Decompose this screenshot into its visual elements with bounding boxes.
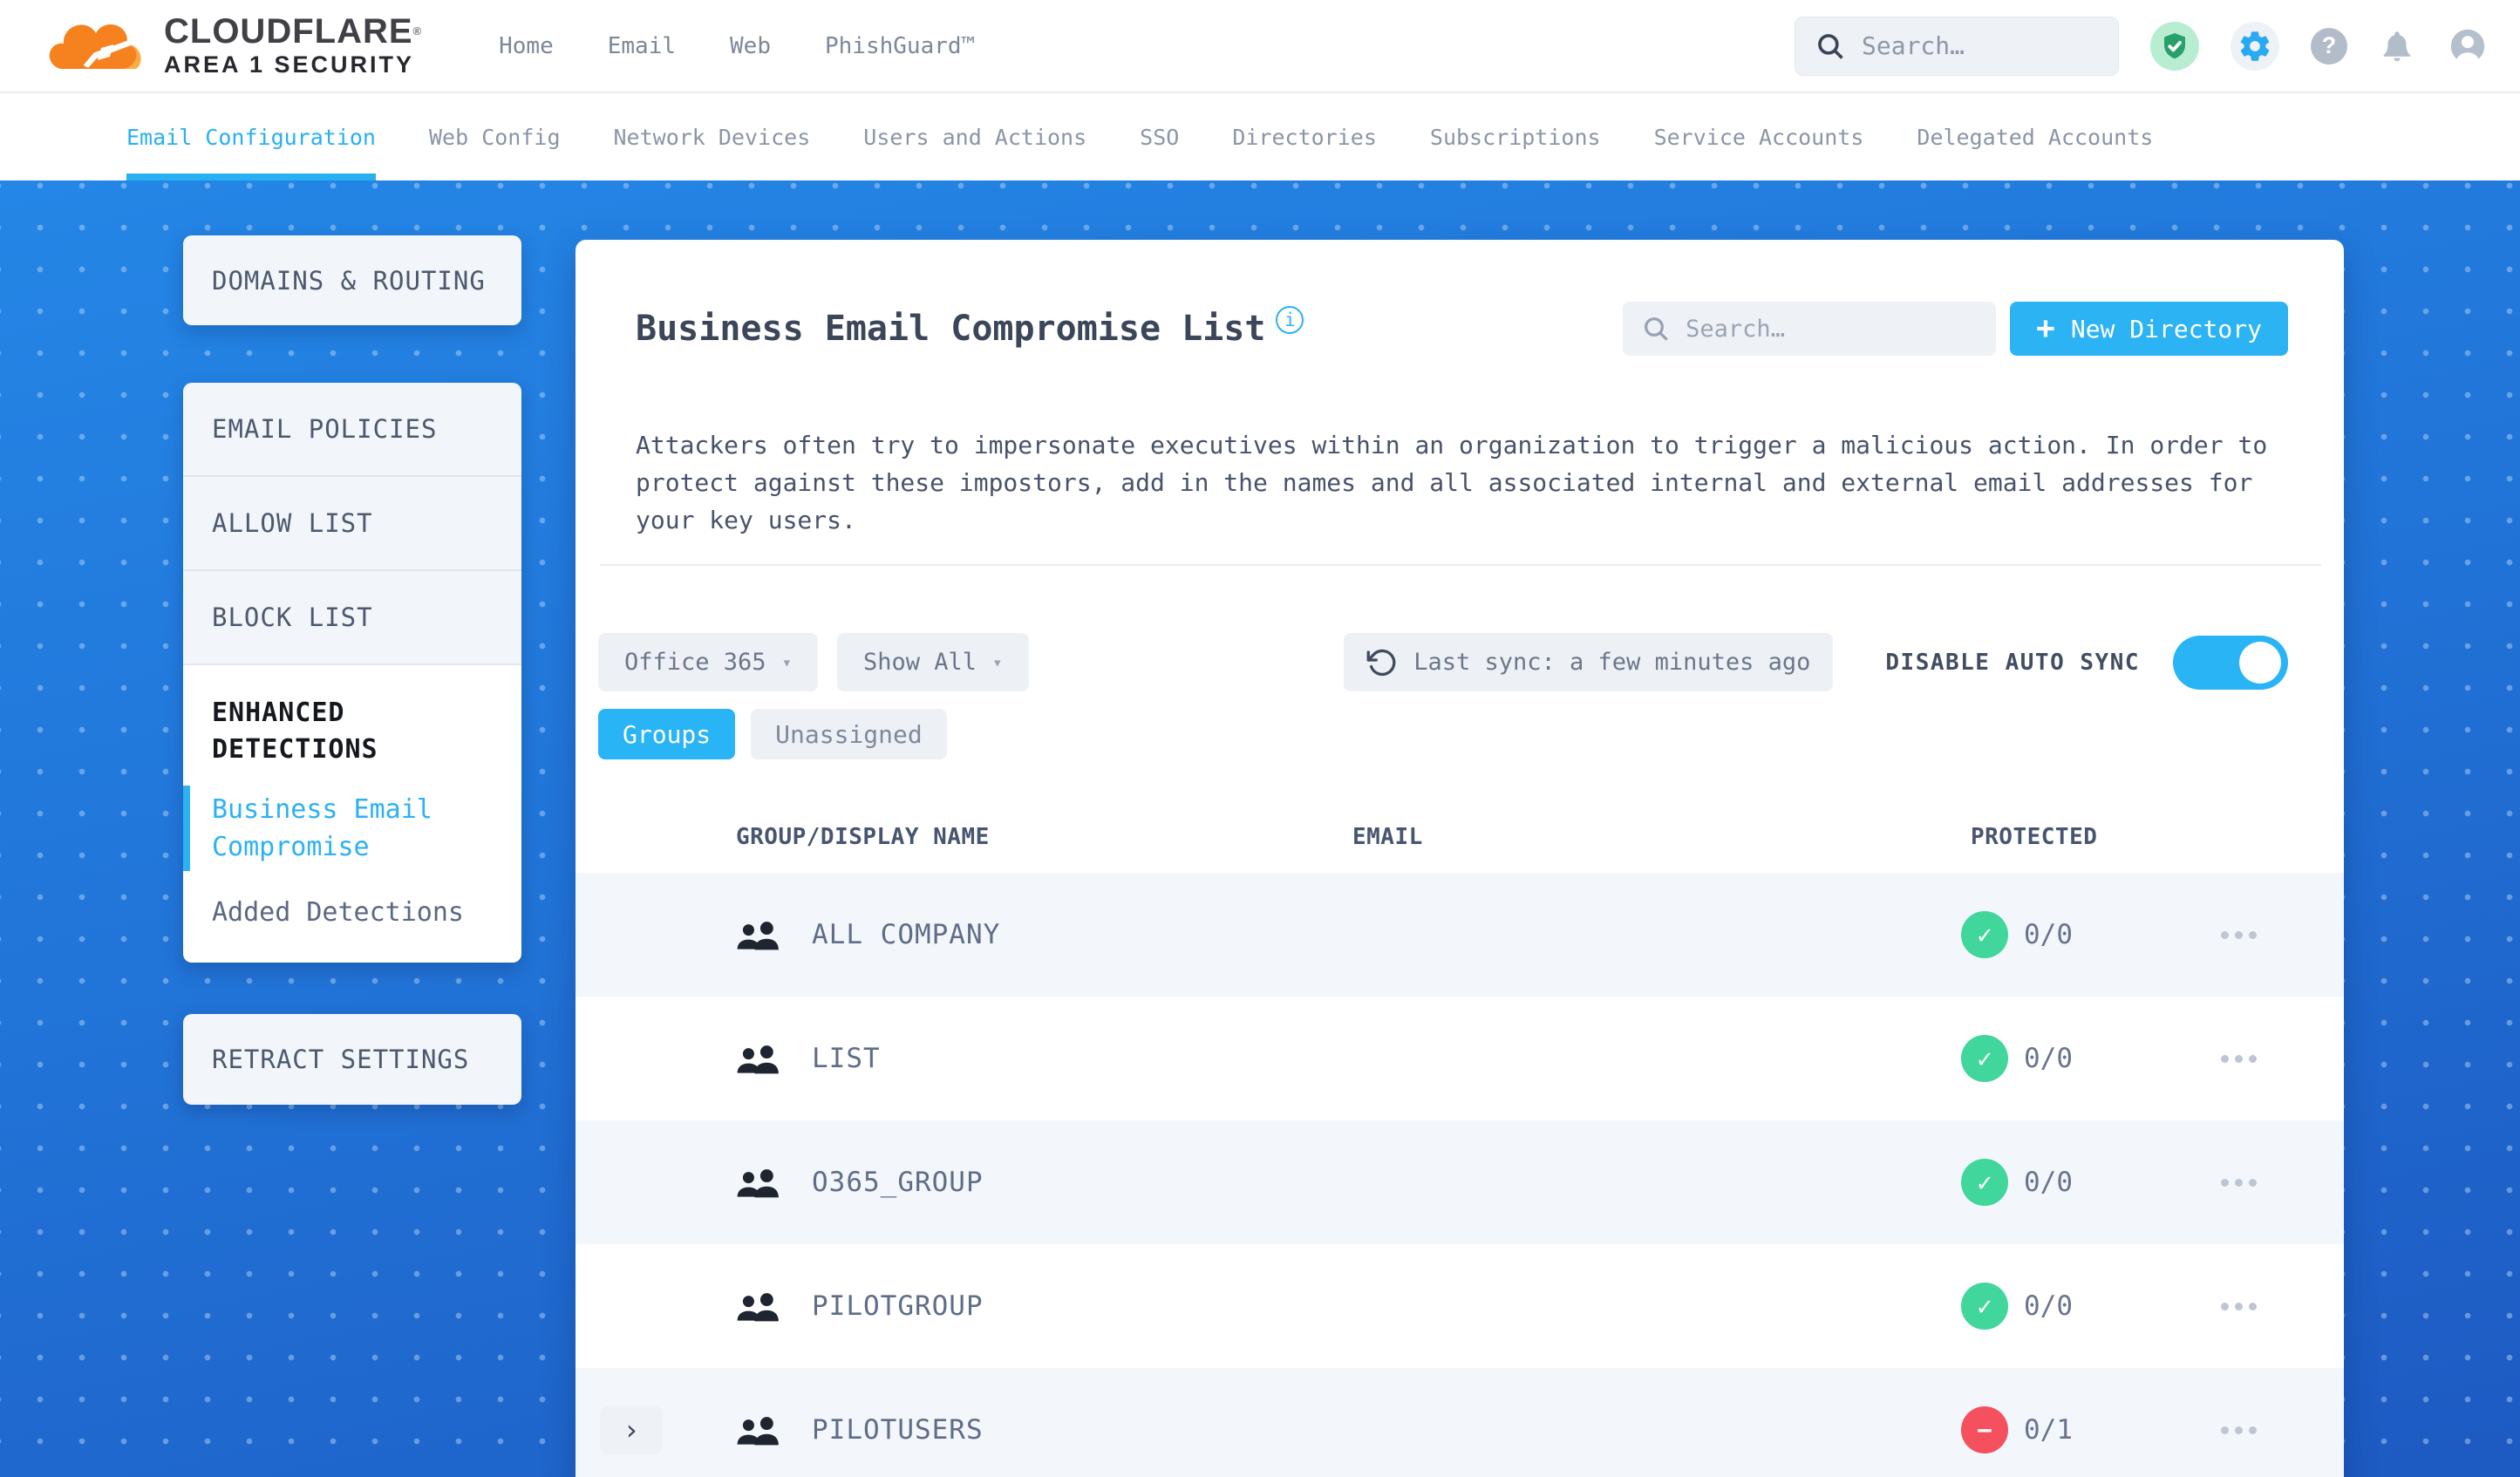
- table-row: › O365_GROUP ✓0/0: [576, 1120, 2344, 1244]
- table-row: › PILOTGROUP ✓0/0: [576, 1244, 2344, 1368]
- column-group-display-name: GROUP/DISPLAY NAME: [736, 824, 990, 850]
- sync-controls: Last sync: a few minutes ago DISABLE AUT…: [1344, 633, 2288, 691]
- brand-subtitle: AREA 1 SECURITY: [164, 51, 415, 78]
- last-sync-button[interactable]: Last sync: a few minutes ago: [1344, 633, 1834, 691]
- protected-count: 0/0: [2024, 1290, 2073, 1322]
- tab-network-devices[interactable]: Network Devices: [613, 124, 811, 150]
- global-search: [1795, 16, 2119, 76]
- sidebar-item-business-email-compromise[interactable]: Business Email Compromise: [183, 786, 493, 871]
- cloudflare-cloud-icon: [49, 24, 141, 69]
- sync-rotate-icon: [1366, 649, 1396, 676]
- protection-shield-icon[interactable]: [2150, 21, 2199, 71]
- divider: [600, 564, 2321, 566]
- list-search-input[interactable]: [1623, 302, 1997, 356]
- primary-nav: Home Email Web PhishGuard™: [499, 33, 975, 59]
- chevron-down-icon: [782, 653, 792, 672]
- row-actions-menu[interactable]: [2189, 930, 2344, 939]
- group-people-icon: [737, 1417, 779, 1446]
- search-icon: [1645, 317, 1668, 341]
- nav-phishguard[interactable]: PhishGuard™: [825, 32, 976, 59]
- protected-count: 0/0: [2024, 1043, 2073, 1074]
- row-actions-menu[interactable]: [2189, 1054, 2344, 1063]
- expand-row-button[interactable]: ›: [600, 1406, 663, 1454]
- sidebar: DOMAINS & ROUTING EMAIL POLICIES ALLOW L…: [183, 235, 521, 1105]
- protected-count: 0/0: [2024, 1167, 2073, 1198]
- global-search-input[interactable]: [1795, 16, 2119, 76]
- column-protected: PROTECTED: [1971, 824, 2098, 850]
- page-title: Business Email Compromise List: [636, 309, 1266, 349]
- tab-delegated-accounts[interactable]: Delegated Accounts: [1917, 124, 2154, 150]
- tab-service-accounts[interactable]: Service Accounts: [1653, 124, 1864, 150]
- show-filter-select[interactable]: Show All: [837, 633, 1029, 691]
- top-right-controls: [1795, 16, 2489, 76]
- filter-row: Office 365 Show All Last sync: a few min…: [598, 633, 2288, 691]
- table-row: › ALL COMPANY ✓0/0: [576, 873, 2344, 997]
- protected-status-icon: ✓: [1961, 1035, 2008, 1082]
- page-description: Attackers often try to impersonate execu…: [636, 431, 2268, 534]
- sidebar-policies-card: EMAIL POLICIES ALLOW LIST BLOCK LIST ENH…: [183, 383, 521, 963]
- tab-sso[interactable]: SSO: [1140, 124, 1180, 150]
- brand-name: CLOUDFLARE®: [164, 11, 423, 51]
- tab-email-configuration[interactable]: Email Configuration: [126, 93, 376, 180]
- content-card: Business Email Compromise List i + New D…: [576, 240, 2344, 1477]
- sidebar-item-email-policies[interactable]: EMAIL POLICIES: [183, 383, 521, 477]
- info-icon[interactable]: i: [1276, 306, 1304, 334]
- row-actions-menu[interactable]: [2189, 1178, 2344, 1187]
- chevron-down-icon: [992, 653, 1002, 672]
- protected-count: 0/1: [2024, 1414, 2073, 1446]
- group-tabs: Groups Unassigned: [598, 709, 2344, 759]
- new-directory-button[interactable]: + New Directory: [2010, 302, 2288, 356]
- table-row: › LIST ✓0/0: [576, 997, 2344, 1120]
- main-area: DOMAINS & ROUTING EMAIL POLICIES ALLOW L…: [0, 180, 2520, 1477]
- nav-email[interactable]: Email: [607, 32, 677, 59]
- table-header: GROUP/DISPLAY NAME EMAIL PROTECTED: [576, 759, 2344, 873]
- tab-unassigned[interactable]: Unassigned: [751, 709, 947, 759]
- sidebar-item-domains-routing[interactable]: DOMAINS & ROUTING: [183, 235, 521, 325]
- nav-web[interactable]: Web: [730, 32, 771, 59]
- protected-status-icon: −: [1961, 1406, 2008, 1453]
- notifications-bell-icon[interactable]: [2379, 28, 2415, 65]
- sidebar-item-allow-list[interactable]: ALLOW LIST: [183, 477, 521, 571]
- group-people-icon: [737, 1293, 779, 1322]
- group-people-icon: [737, 1169, 779, 1198]
- user-avatar-icon[interactable]: [2447, 25, 2489, 67]
- group-people-icon: [737, 1045, 779, 1074]
- auto-sync-label: DISABLE AUTO SYNC: [1885, 649, 2140, 676]
- row-actions-menu[interactable]: [2189, 1302, 2344, 1310]
- card-header: Business Email Compromise List i + New D…: [636, 301, 2288, 357]
- column-email: EMAIL: [1352, 824, 1423, 850]
- sidebar-item-enhanced-detections[interactable]: ENHANCED DETECTIONS: [212, 698, 378, 765]
- plus-icon: +: [2036, 310, 2055, 346]
- table-body: › ALL COMPANY ✓0/0 › LIST ✓0/0: [576, 873, 2344, 1477]
- tab-directories[interactable]: Directories: [1232, 124, 1377, 150]
- sidebar-item-retract-settings[interactable]: RETRACT SETTINGS: [183, 1014, 521, 1105]
- sidebar-item-block-list[interactable]: BLOCK LIST: [183, 571, 521, 665]
- tab-groups[interactable]: Groups: [598, 709, 736, 759]
- help-icon[interactable]: [2311, 27, 2347, 65]
- tab-web-config[interactable]: Web Config: [428, 124, 561, 150]
- registered-mark: ®: [412, 24, 423, 37]
- protected-count: 0/0: [2024, 919, 2073, 950]
- list-search: [1623, 302, 1997, 356]
- secondary-nav: Email Configuration Web Config Network D…: [0, 93, 2520, 180]
- top-bar: CLOUDFLARE® AREA 1 SECURITY Home Email W…: [0, 0, 2520, 93]
- nav-home[interactable]: Home: [499, 32, 554, 59]
- protected-status-icon: ✓: [1961, 1283, 2008, 1330]
- toggle-knob: [2239, 641, 2281, 684]
- settings-gear-icon[interactable]: [2231, 21, 2279, 71]
- protected-status-icon: ✓: [1961, 911, 2008, 958]
- table-row: › PILOTUSERS −0/1: [576, 1368, 2344, 1477]
- group-people-icon: [737, 922, 779, 950]
- tab-subscriptions[interactable]: Subscriptions: [1429, 124, 1601, 150]
- tab-users-and-actions[interactable]: Users and Actions: [863, 124, 1087, 150]
- search-icon: [1818, 33, 1843, 59]
- sidebar-item-added-detections[interactable]: Added Detections: [212, 897, 464, 928]
- cloudflare-logo: CLOUDFLARE® AREA 1 SECURITY: [49, 13, 422, 79]
- sidebar-section-enhanced-detections: ENHANCED DETECTIONS Business Email Compr…: [183, 665, 521, 963]
- auto-sync-toggle[interactable]: [2173, 635, 2288, 690]
- protected-status-icon: ✓: [1961, 1159, 2008, 1206]
- row-actions-menu[interactable]: [2189, 1426, 2344, 1434]
- directory-select[interactable]: Office 365: [598, 633, 819, 691]
